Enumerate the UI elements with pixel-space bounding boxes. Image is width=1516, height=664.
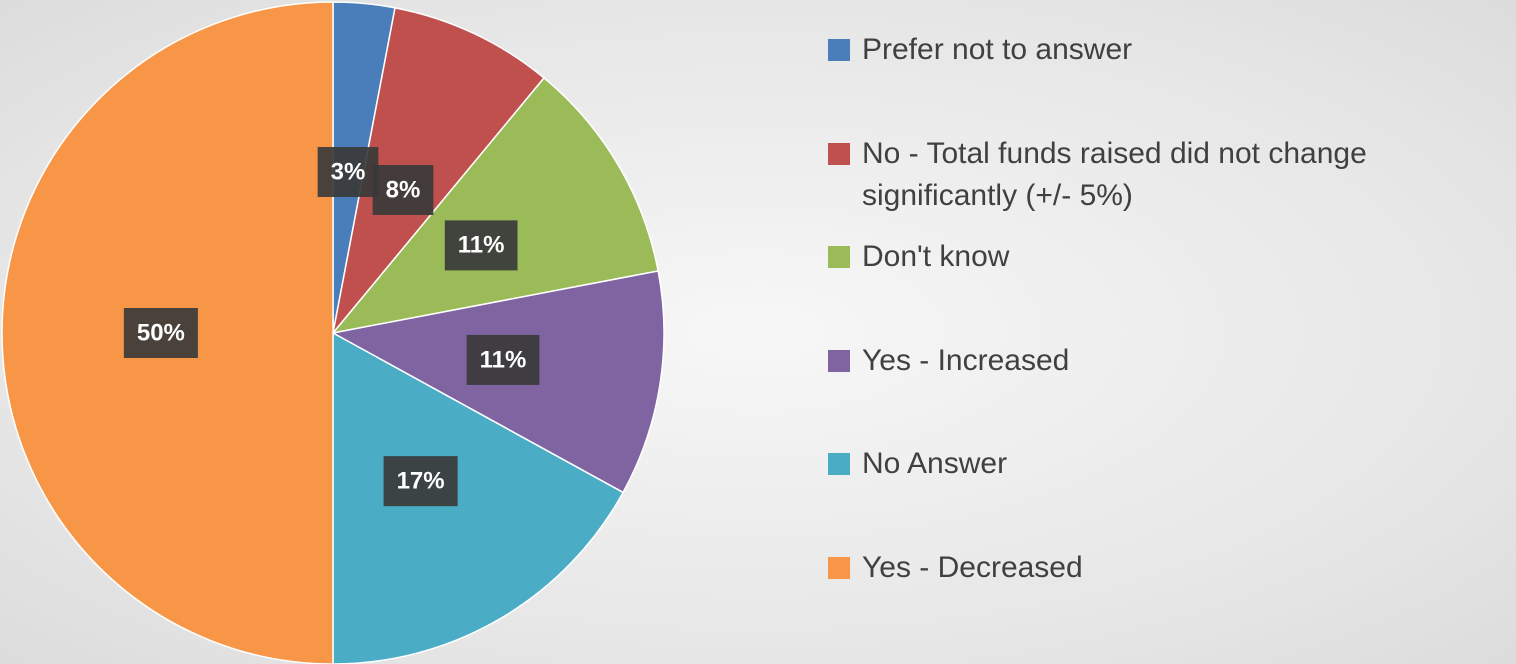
data-label-text: 11%: [480, 346, 527, 373]
legend-item: Yes - Increased: [828, 340, 1508, 382]
data-label-box: [317, 147, 379, 197]
legend-item: Yes - Decreased: [828, 547, 1508, 589]
legend-swatch: [828, 349, 850, 372]
legend-swatch: [828, 39, 850, 61]
legend-label: Yes - Decreased: [862, 551, 1083, 584]
data-label-text: 17%: [397, 467, 445, 494]
data-label-box: [383, 456, 458, 507]
legend-swatch: [828, 246, 850, 269]
legend-label: Yes - Increased: [862, 343, 1070, 377]
data-label-text: 8%: [386, 176, 421, 203]
legend-swatch: [828, 557, 850, 579]
data-label: 11%: [444, 220, 518, 271]
legend-label: No - Total funds raised did not change s…: [862, 136, 1367, 212]
chart: 3% 8% 11% 11% 17% 50%: [1, 1, 665, 664]
data-label-text: 3%: [331, 158, 366, 185]
pie-slice: [332, 331, 625, 664]
data-label: 3%: [317, 147, 379, 197]
legend-item: No Answer: [828, 443, 1508, 485]
legend-swatch: [828, 142, 850, 165]
legend-label: Don't know: [862, 240, 1010, 274]
legend-item: No - Total funds raised did not change s…: [828, 133, 1508, 217]
legend-swatch: [828, 453, 850, 476]
data-label-box: [466, 334, 540, 385]
legend-item: Don't know: [828, 236, 1508, 278]
data-label-box: [123, 308, 198, 358]
data-label-box: [372, 165, 434, 215]
data-label-box: [444, 220, 518, 271]
pie-slice: [332, 6, 546, 334]
legend-label: Prefer not to answer: [862, 33, 1133, 66]
data-label-text: 11%: [458, 232, 505, 259]
data-label: 11%: [466, 334, 540, 385]
data-label: 50%: [123, 308, 198, 358]
legend-item: Prefer not to answer: [828, 29, 1508, 71]
data-label: 8%: [372, 165, 434, 215]
pie-slice: [331, 76, 660, 335]
data-label-text: 50%: [137, 319, 185, 346]
data-label: 17%: [383, 456, 458, 507]
legend-label: No Answer: [862, 447, 1008, 481]
